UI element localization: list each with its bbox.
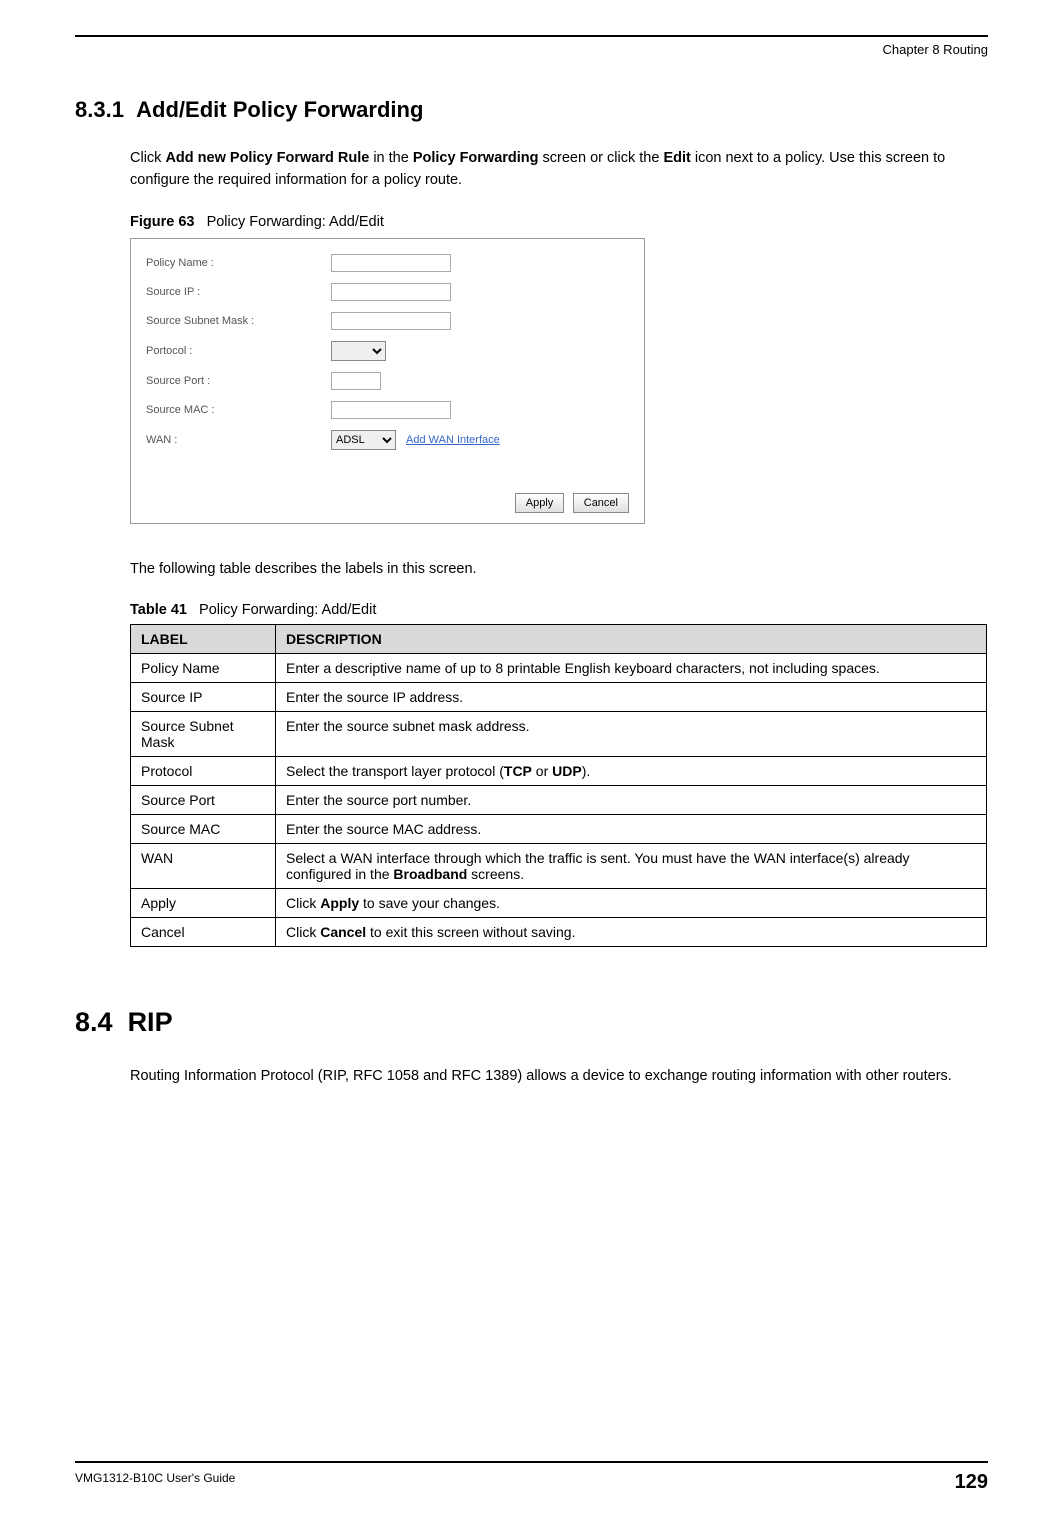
- table-cell-label: Source Port: [131, 786, 276, 815]
- table-row: Apply Click Apply to save your changes.: [131, 889, 987, 918]
- table-cell-desc: Select a WAN interface through which the…: [276, 844, 987, 889]
- table-cell-desc: Enter the source MAC address.: [276, 815, 987, 844]
- add-wan-interface-link[interactable]: Add WAN Interface: [406, 434, 500, 446]
- section-831-intro: Click Add new Policy Forward Rule in the…: [130, 148, 988, 192]
- source-ip-label: Source IP :: [146, 286, 331, 298]
- table-row: Source Port Enter the source port number…: [131, 786, 987, 815]
- source-port-label: Source Port :: [146, 375, 331, 387]
- footer-page-number: 129: [955, 1471, 988, 1494]
- section-num: 8.3.1: [75, 97, 124, 122]
- footer: VMG1312-B10C User's Guide 129: [75, 1461, 988, 1494]
- table-intro: The following table describes the labels…: [130, 559, 988, 581]
- table-row: Source IP Enter the source IP address.: [131, 683, 987, 712]
- table-cell-desc: Enter a descriptive name of up to 8 prin…: [276, 654, 987, 683]
- form-row-source-ip: Source IP :: [146, 283, 629, 301]
- section-num: 8.4: [75, 1007, 113, 1037]
- wan-label: WAN :: [146, 434, 331, 446]
- apply-button[interactable]: Apply: [515, 493, 565, 513]
- cancel-button[interactable]: Cancel: [573, 493, 629, 513]
- source-port-input[interactable]: [331, 372, 381, 390]
- table-41-body: Policy Name Enter a descriptive name of …: [131, 654, 987, 947]
- table-row: Protocol Select the transport layer prot…: [131, 757, 987, 786]
- table-cell-desc: Click Cancel to exit this screen without…: [276, 918, 987, 947]
- wan-select[interactable]: ADSL: [331, 430, 396, 450]
- table-cell-label: Protocol: [131, 757, 276, 786]
- table-cell-label: Policy Name: [131, 654, 276, 683]
- table-41: LABEL DESCRIPTION Policy Name Enter a de…: [130, 624, 987, 947]
- source-mac-label: Source MAC :: [146, 404, 331, 416]
- figure-63-caption: Figure 63 Policy Forwarding: Add/Edit: [130, 214, 988, 230]
- form-row-policy-name: Policy Name :: [146, 254, 629, 272]
- section-heading-831: 8.3.1 Add/Edit Policy Forwarding: [75, 97, 988, 123]
- table-cell-label: WAN: [131, 844, 276, 889]
- table-row: Cancel Click Cancel to exit this screen …: [131, 918, 987, 947]
- section-title: Add/Edit Policy Forwarding: [136, 97, 423, 122]
- button-row: Apply Cancel: [146, 485, 629, 513]
- form-row-source-port: Source Port :: [146, 372, 629, 390]
- table-cell-label: Source MAC: [131, 815, 276, 844]
- source-subnet-label: Source Subnet Mask :: [146, 315, 331, 327]
- table-cell-label: Source IP: [131, 683, 276, 712]
- table-cell-label: Cancel: [131, 918, 276, 947]
- table-41-caption: Table 41 Policy Forwarding: Add/Edit: [130, 602, 988, 618]
- source-mac-input[interactable]: [331, 401, 451, 419]
- footer-rule: [75, 1461, 988, 1463]
- header-rule: [75, 35, 988, 37]
- policy-name-input[interactable]: [331, 254, 451, 272]
- table-cell-desc: Enter the source subnet mask address.: [276, 712, 987, 757]
- section-heading-84: 8.4 RIP: [75, 1007, 988, 1038]
- section-84-body: Routing Information Protocol (RIP, RFC 1…: [130, 1066, 988, 1088]
- table-cell-desc: Enter the source IP address.: [276, 683, 987, 712]
- form-row-source-subnet: Source Subnet Mask :: [146, 312, 629, 330]
- source-subnet-input[interactable]: [331, 312, 451, 330]
- form-row-source-mac: Source MAC :: [146, 401, 629, 419]
- table-row: Policy Name Enter a descriptive name of …: [131, 654, 987, 683]
- section-title: RIP: [128, 1007, 173, 1037]
- protocol-label: Portocol :: [146, 345, 331, 357]
- table-row: WAN Select a WAN interface through which…: [131, 844, 987, 889]
- table-row: Source Subnet Mask Enter the source subn…: [131, 712, 987, 757]
- figure-63-screenshot: Policy Name : Source IP : Source Subnet …: [130, 238, 645, 524]
- table-header-desc: DESCRIPTION: [276, 625, 987, 654]
- protocol-select[interactable]: [331, 341, 386, 361]
- table-cell-label: Apply: [131, 889, 276, 918]
- table-cell-label: Source Subnet Mask: [131, 712, 276, 757]
- table-header-label: LABEL: [131, 625, 276, 654]
- table-cell-desc: Click Apply to save your changes.: [276, 889, 987, 918]
- source-ip-input[interactable]: [331, 283, 451, 301]
- form-row-protocol: Portocol :: [146, 341, 629, 361]
- table-cell-desc: Enter the source port number.: [276, 786, 987, 815]
- policy-name-label: Policy Name :: [146, 257, 331, 269]
- footer-guide: VMG1312-B10C User's Guide: [75, 1471, 235, 1494]
- form-row-wan: WAN : ADSL Add WAN Interface: [146, 430, 629, 450]
- table-cell-desc: Select the transport layer protocol (TCP…: [276, 757, 987, 786]
- table-row: Source MAC Enter the source MAC address.: [131, 815, 987, 844]
- chapter-header: Chapter 8 Routing: [75, 42, 988, 57]
